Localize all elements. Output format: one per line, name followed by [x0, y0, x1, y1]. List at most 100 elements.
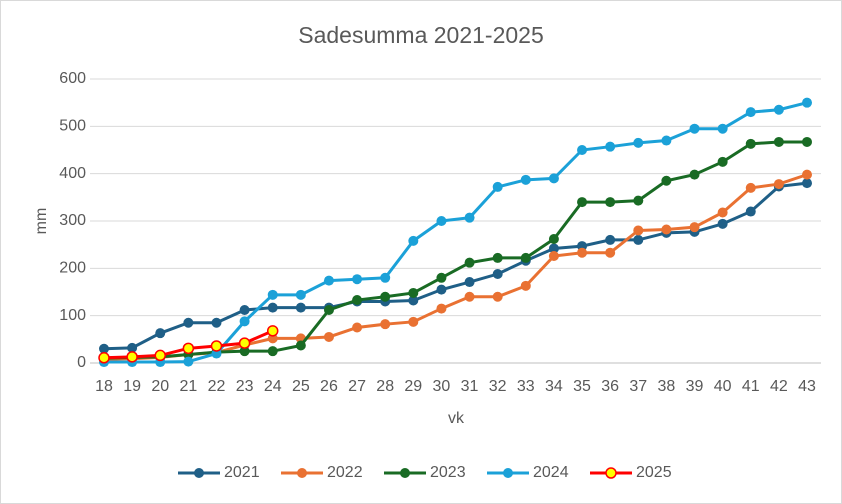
data-point	[492, 181, 503, 192]
data-point	[126, 351, 138, 363]
data-point	[238, 337, 251, 349]
x-tick-label: 33	[517, 378, 535, 395]
x-tick-label: 29	[404, 378, 422, 395]
data-point	[352, 295, 363, 306]
data-point	[802, 169, 812, 180]
data-point	[802, 97, 812, 108]
x-axis-title: vk	[448, 410, 465, 427]
data-point	[99, 343, 109, 354]
data-point	[380, 272, 391, 283]
data-point	[633, 137, 644, 148]
x-tick-label: 36	[601, 378, 619, 395]
data-point	[520, 252, 531, 263]
data-point	[267, 289, 278, 300]
legend-marker	[400, 468, 410, 478]
x-tick-label: 21	[179, 378, 197, 395]
legend-label: 2021	[224, 464, 260, 481]
data-point	[323, 275, 334, 286]
x-tick-label: 27	[348, 378, 366, 395]
data-point	[577, 197, 588, 208]
data-point	[408, 235, 419, 246]
data-point	[323, 304, 334, 315]
x-tick-label: 19	[123, 378, 141, 395]
x-tick-label: 24	[264, 378, 282, 395]
data-point	[661, 175, 672, 186]
data-point	[548, 233, 559, 244]
data-point	[717, 207, 728, 218]
x-tick-label: 25	[292, 378, 310, 395]
data-point	[492, 291, 503, 302]
x-tick-label: 42	[770, 378, 788, 395]
data-point	[605, 141, 616, 152]
data-point	[633, 225, 644, 236]
y-tick-label: 200	[59, 260, 86, 277]
data-point	[717, 218, 728, 229]
data-point	[745, 107, 756, 118]
x-tick-label: 39	[686, 378, 704, 395]
data-point	[408, 316, 419, 327]
data-point	[548, 251, 559, 262]
legend-marker	[297, 468, 307, 478]
data-point	[154, 349, 166, 362]
data-point	[295, 340, 306, 351]
data-point	[323, 331, 334, 342]
legend-label: 2025	[636, 464, 672, 481]
legend-label: 2024	[533, 464, 569, 481]
data-point	[464, 212, 475, 223]
data-point	[745, 206, 756, 217]
data-point	[183, 356, 194, 367]
x-tick-label: 43	[798, 378, 816, 395]
data-point	[380, 291, 391, 302]
data-point	[520, 280, 531, 291]
x-tick-label: 26	[320, 378, 338, 395]
data-point	[548, 173, 559, 184]
x-tick-label: 23	[236, 378, 254, 395]
data-point	[436, 216, 447, 226]
data-point	[802, 136, 812, 147]
data-point	[577, 145, 588, 155]
x-tick-label: 40	[714, 378, 732, 395]
x-tick-label: 37	[629, 378, 647, 395]
data-point	[98, 352, 110, 364]
x-tick-label: 34	[545, 378, 563, 395]
data-point	[267, 346, 278, 357]
x-tick-label: 28	[376, 378, 394, 395]
data-point	[436, 303, 447, 314]
x-tick-label: 22	[208, 378, 226, 395]
data-point	[633, 234, 644, 245]
data-point	[182, 342, 195, 355]
data-point	[802, 178, 812, 189]
data-point	[745, 182, 756, 193]
data-point	[605, 197, 616, 208]
data-point	[295, 302, 306, 313]
data-point	[295, 289, 306, 300]
data-point	[239, 316, 250, 327]
data-point	[464, 257, 475, 268]
data-point	[211, 317, 222, 328]
y-tick-label: 400	[59, 165, 86, 182]
data-point	[605, 234, 616, 245]
data-point	[436, 284, 447, 295]
data-point	[661, 135, 672, 146]
y-tick-label: 500	[59, 118, 86, 135]
data-point	[408, 295, 419, 306]
chart-title: Sadesumma 2021-2025	[298, 22, 544, 48]
y-tick-label: 0	[77, 354, 86, 371]
x-tick-label: 18	[95, 378, 113, 395]
data-point	[155, 328, 166, 339]
data-point	[352, 274, 363, 285]
data-point	[352, 322, 363, 333]
data-point	[183, 317, 194, 328]
x-tick-label: 38	[658, 378, 676, 395]
legend-label: 2023	[430, 464, 466, 481]
legend-marker	[605, 467, 617, 479]
legend-marker	[503, 468, 513, 478]
data-point	[633, 195, 644, 206]
data-point	[717, 123, 728, 134]
data-point	[520, 174, 531, 185]
data-point	[773, 136, 784, 147]
data-point	[773, 104, 784, 115]
data-point	[548, 243, 559, 254]
data-point	[492, 252, 503, 263]
